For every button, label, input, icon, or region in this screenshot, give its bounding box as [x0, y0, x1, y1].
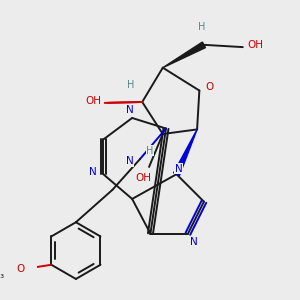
Text: N: N	[190, 237, 197, 247]
Text: N: N	[126, 105, 134, 115]
Text: N: N	[175, 164, 183, 174]
Text: OH: OH	[85, 96, 101, 106]
Text: O: O	[16, 264, 25, 274]
Text: N: N	[126, 156, 134, 167]
Polygon shape	[163, 42, 206, 68]
Text: H: H	[198, 22, 205, 32]
Polygon shape	[174, 129, 197, 176]
Text: O: O	[205, 82, 214, 92]
Text: H: H	[146, 146, 154, 156]
Text: CH₃: CH₃	[0, 270, 4, 280]
Text: OH: OH	[136, 173, 152, 183]
Text: N: N	[89, 167, 97, 177]
Text: OH: OH	[248, 40, 264, 50]
Text: H: H	[127, 80, 134, 90]
